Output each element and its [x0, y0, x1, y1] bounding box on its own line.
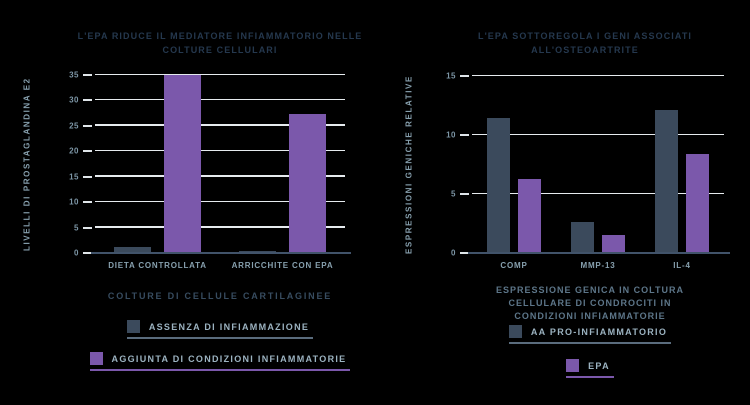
y-tick-label: 5 — [451, 189, 456, 199]
legend-row: ASSENZA DI INFIAMMAZIONE — [126, 320, 314, 339]
category-label: COMP — [500, 261, 528, 270]
y-tick-label: 35 — [69, 70, 79, 80]
gridline — [95, 149, 345, 152]
y-tick-mark — [460, 252, 469, 254]
y-tick-mark — [83, 74, 92, 76]
plot-area: 0 5 10 15 COMP MMP-13 IL-4 — [446, 72, 730, 270]
legend-item: EPA — [566, 359, 614, 378]
gridline — [472, 74, 724, 76]
gridline — [95, 124, 345, 126]
bar-dark — [487, 118, 510, 253]
y-tick-mark — [83, 124, 92, 127]
gridline — [95, 73, 345, 75]
legend-item: ASSENZA DI INFIAMMAZIONE — [126, 320, 314, 339]
y-tick-label: 20 — [69, 146, 79, 156]
gridline — [472, 192, 724, 194]
y-tick-mark — [460, 134, 469, 136]
y-tick-mark — [83, 99, 92, 102]
y-tick-mark — [460, 75, 469, 77]
category-label: DIETA CONTROLLATA — [108, 261, 207, 270]
gridline — [95, 98, 345, 101]
legend-row: AGGIUNTA DI CONDIZIONI INFIAMMATORIE — [89, 352, 351, 371]
y-tick-label: 0 — [451, 248, 456, 258]
legend-label: ASSENZA DI INFIAMMAZIONE — [148, 321, 310, 332]
x-axis-baseline — [468, 252, 730, 254]
gridline — [95, 200, 345, 203]
bar-dark — [655, 110, 678, 253]
category-label: MMP-13 — [580, 261, 616, 270]
gridline — [95, 226, 345, 228]
legend-item: AA PRO-INFIAMMATORIO — [508, 325, 672, 344]
y-axis-label: ESPRESSIONI GENICHE RELATIVE — [404, 75, 414, 254]
y-tick-label: 10 — [69, 197, 79, 207]
legend-label: AGGIUNTA DI CONDIZIONI INFIAMMATORIE — [111, 353, 347, 364]
bar-purple — [686, 153, 709, 253]
bar-purple — [518, 178, 541, 253]
y-tick-mark — [83, 201, 92, 204]
y-tick-label: 10 — [446, 130, 456, 140]
chart-title: L'EPA RIDUCE IL MEDIATORE INFIAMMATORIO … — [77, 31, 363, 55]
x-axis-caption: COLTURE DI CELLULE CARTILAGINEE — [107, 291, 333, 301]
y-tick-mark — [83, 175, 92, 178]
bar-dark — [571, 222, 594, 253]
bar-dark — [239, 250, 276, 253]
category-label: IL-4 — [673, 261, 691, 270]
legend-swatch — [126, 320, 140, 333]
y-tick-label: 5 — [74, 223, 79, 233]
plot-area: 0 5 10 15 20 25 30 35 DIETA CONTROLLATA ARRICCHIT… — [69, 71, 351, 270]
legend-row: AA PRO-INFIAMMATORIO — [508, 325, 672, 344]
y-tick-mark — [83, 252, 92, 254]
gridline — [95, 175, 345, 177]
y-tick-label: 30 — [69, 95, 79, 105]
y-tick-label: 25 — [69, 121, 79, 131]
gridline — [472, 133, 724, 135]
y-tick-label: 15 — [446, 71, 456, 81]
legend-row: EPA — [566, 359, 614, 378]
bar-dark — [114, 246, 151, 253]
x-axis-baseline — [91, 252, 351, 254]
legend-item: AGGIUNTA DI CONDIZIONI INFIAMMATORIE — [89, 352, 351, 371]
legend-swatch — [89, 352, 103, 365]
y-tick-mark — [83, 226, 92, 229]
y-tick-mark — [83, 150, 92, 153]
bar-purple — [289, 114, 326, 253]
bar-purple — [164, 75, 201, 253]
legend: ASSENZA DI INFIAMMAZIONE AGGIUNTA DI COND… — [45, 320, 395, 371]
y-tick-label: 15 — [69, 172, 79, 182]
category-label: ARRICCHITE CON EPA — [231, 261, 334, 270]
legend-label: EPA — [588, 360, 610, 371]
y-tick-mark — [460, 193, 469, 195]
y-axis-label: LIVELLI DI PROSTAGLANDINA E2 — [22, 77, 32, 251]
legend-swatch — [508, 325, 522, 338]
legend-label: AA PRO-INFIAMMATORIO — [530, 326, 668, 337]
y-tick-label: 0 — [74, 248, 79, 258]
bar-purple — [602, 235, 625, 253]
legend-swatch — [566, 359, 580, 372]
x-axis-caption: ESPRESSIONE GENICA IN COLTURA CELLULARE … — [495, 285, 685, 322]
legend: AA PRO-INFIAMMATORIO EPA — [470, 325, 710, 378]
chart-title: L'EPA SOTTOREGOLA I GENI ASSOCIATI ALL'O… — [477, 31, 693, 55]
